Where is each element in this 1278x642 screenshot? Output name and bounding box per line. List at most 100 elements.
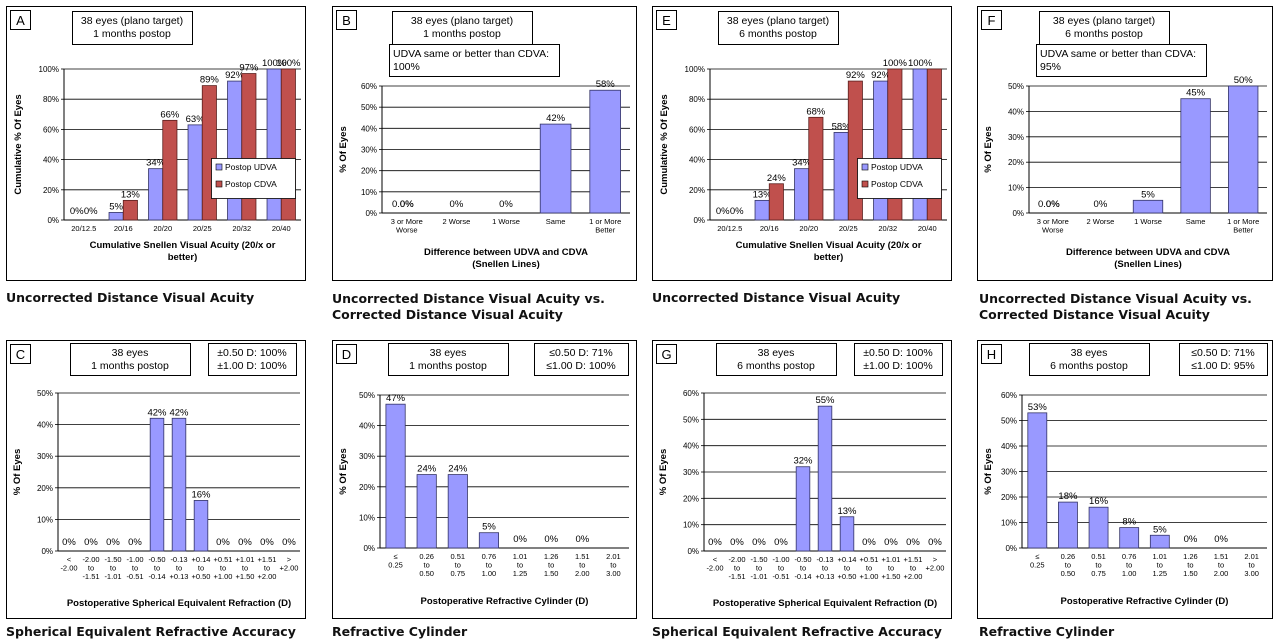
y-axis-title: % Of Eyes [983, 448, 994, 494]
y-tick-label: 0% [687, 547, 699, 556]
y-axis-title: Cumulative % Of Eyes [13, 94, 24, 194]
y-axis-title: % Of Eyes [12, 449, 23, 495]
panel-letter: F [988, 13, 996, 28]
x-tick-label: Worse [396, 226, 418, 235]
header-line-1: 38 eyes [112, 347, 149, 359]
stats-line-1: ±0.50 D: 100% [863, 347, 932, 359]
x-tick-label: 0.76 [482, 552, 497, 561]
x-tick-label: +1.00 [214, 572, 233, 581]
header-line-2: 6 months postop [737, 360, 815, 372]
header-line-1: 38 eyes (plano target) [411, 15, 513, 27]
x-tick-label: > [287, 555, 292, 564]
x-tick-label: 20/25 [839, 224, 858, 233]
x-tick-label: to [220, 564, 226, 573]
note-line-2: 95% [1040, 61, 1061, 73]
chart-svg-b: B 38 eyes (plano target)1 months postop UD… [332, 6, 637, 281]
x-tick-label: < [713, 555, 718, 564]
bar-value [478, 532, 499, 549]
data-label: 63% [186, 114, 206, 125]
bar-postop-cdva [808, 116, 824, 221]
data-label: 34% [146, 158, 166, 169]
x-tick-label: 1 or More [1227, 217, 1259, 226]
stats-line-2: ±1.00 D: 100% [863, 360, 932, 372]
y-tick-label: 20% [37, 484, 53, 493]
data-label: 55% [815, 395, 835, 406]
x-tick-label: 1.00 [482, 569, 497, 578]
header-line-2: 6 months postop [739, 28, 817, 40]
x-tick-label: 20/16 [114, 224, 133, 233]
data-label: 42% [169, 407, 189, 418]
y-tick-label: 40% [37, 421, 53, 430]
x-tick-label: +2.00 [258, 572, 277, 581]
panel-letter-box [981, 344, 1002, 364]
x-tick-label: to [1157, 561, 1163, 570]
data-label: 0% [513, 534, 527, 545]
data-label: 92% [225, 70, 245, 81]
data-label: 24% [767, 173, 787, 184]
x-tick-label: Worse [1042, 226, 1064, 235]
y-tick-label: 40% [43, 156, 59, 165]
x-tick-label: +0.50 [838, 572, 857, 581]
legend-box [211, 158, 296, 199]
y-tick-label: 0% [363, 544, 375, 553]
bar-value [171, 417, 187, 552]
x-tick-label: 1.25 [1153, 569, 1168, 578]
panel-letter-box [10, 344, 31, 364]
data-label: 0% [575, 534, 589, 545]
data-label: 0% [282, 537, 296, 548]
panel-letter: B [342, 13, 351, 28]
x-tick-label: to [198, 564, 204, 573]
x-tick-label: to [455, 561, 461, 570]
bar-postop-cdva [768, 183, 784, 221]
x-tick-label: -2.00 [728, 555, 745, 564]
x-tick-label: to [579, 561, 585, 570]
x-tick-label: 2.00 [575, 569, 590, 578]
x-tick-label: to [844, 564, 850, 573]
x-tick-label: -1.01 [104, 572, 121, 581]
bar-value [589, 89, 621, 214]
legend-swatch [861, 163, 869, 171]
x-tick-label: to [132, 564, 138, 573]
x-tick-label: 20/32 [232, 224, 251, 233]
x-tick-label: to [424, 561, 430, 570]
data-label: 68% [806, 106, 826, 117]
x-tick-label: 0.50 [419, 569, 434, 578]
y-tick-label: 60% [361, 82, 377, 91]
x-tick-label: to [264, 564, 270, 573]
bar-value [385, 403, 406, 549]
x-tick-label: +1.01 [236, 555, 255, 564]
x-tick-label: to [888, 564, 894, 573]
y-tick-label: 20% [1001, 493, 1017, 502]
x-tick-label: to [1218, 561, 1224, 570]
panel-letter: C [16, 347, 25, 362]
x-tick-label: +0.13 [816, 572, 835, 581]
x-tick-label: Better [1233, 226, 1254, 235]
header-line-2: 1 months postop [423, 28, 501, 40]
y-tick-label: 0% [693, 216, 705, 225]
caption-e: Uncorrected Distance Visual Acuity [652, 290, 901, 305]
data-label: 0% [1184, 534, 1198, 545]
note-line-1: UDVA same or better than CDVA: [1040, 48, 1196, 60]
x-tick-label: to [1187, 561, 1193, 570]
chart-panel-f: F 38 eyes (plano target) 6 months postop UD… [977, 6, 1273, 281]
data-label: 66% [160, 109, 180, 120]
y-tick-label: 10% [1001, 519, 1017, 528]
y-tick-label: 0% [365, 209, 377, 218]
x-tick-label: 20/32 [878, 224, 897, 233]
legend-swatch [861, 180, 869, 188]
data-label: 0% [544, 534, 558, 545]
x-tick-label: 1 Worse [1134, 217, 1162, 226]
y-axis-title: % Of Eyes [338, 448, 349, 494]
caption-f-line-2: Corrected Distance Visual Acuity [979, 307, 1210, 322]
x-tick-label: 3.00 [1244, 569, 1259, 578]
x-tick-label: to [610, 561, 616, 570]
y-tick-label: 40% [683, 442, 699, 451]
panel-letter-box [981, 10, 1002, 30]
x-tick-label: +1.50 [236, 572, 255, 581]
bar-postop-udva [794, 168, 810, 221]
y-axis-title: Cumulative % Of Eyes [659, 94, 670, 194]
data-label: 42% [546, 113, 566, 124]
legend-box [857, 158, 942, 199]
chart-panel-h: H 38 eyes 6 months postop ≤0.50 D: 71% ≤1.00… [977, 340, 1273, 619]
x-tick-label: -0.13 [170, 555, 187, 564]
